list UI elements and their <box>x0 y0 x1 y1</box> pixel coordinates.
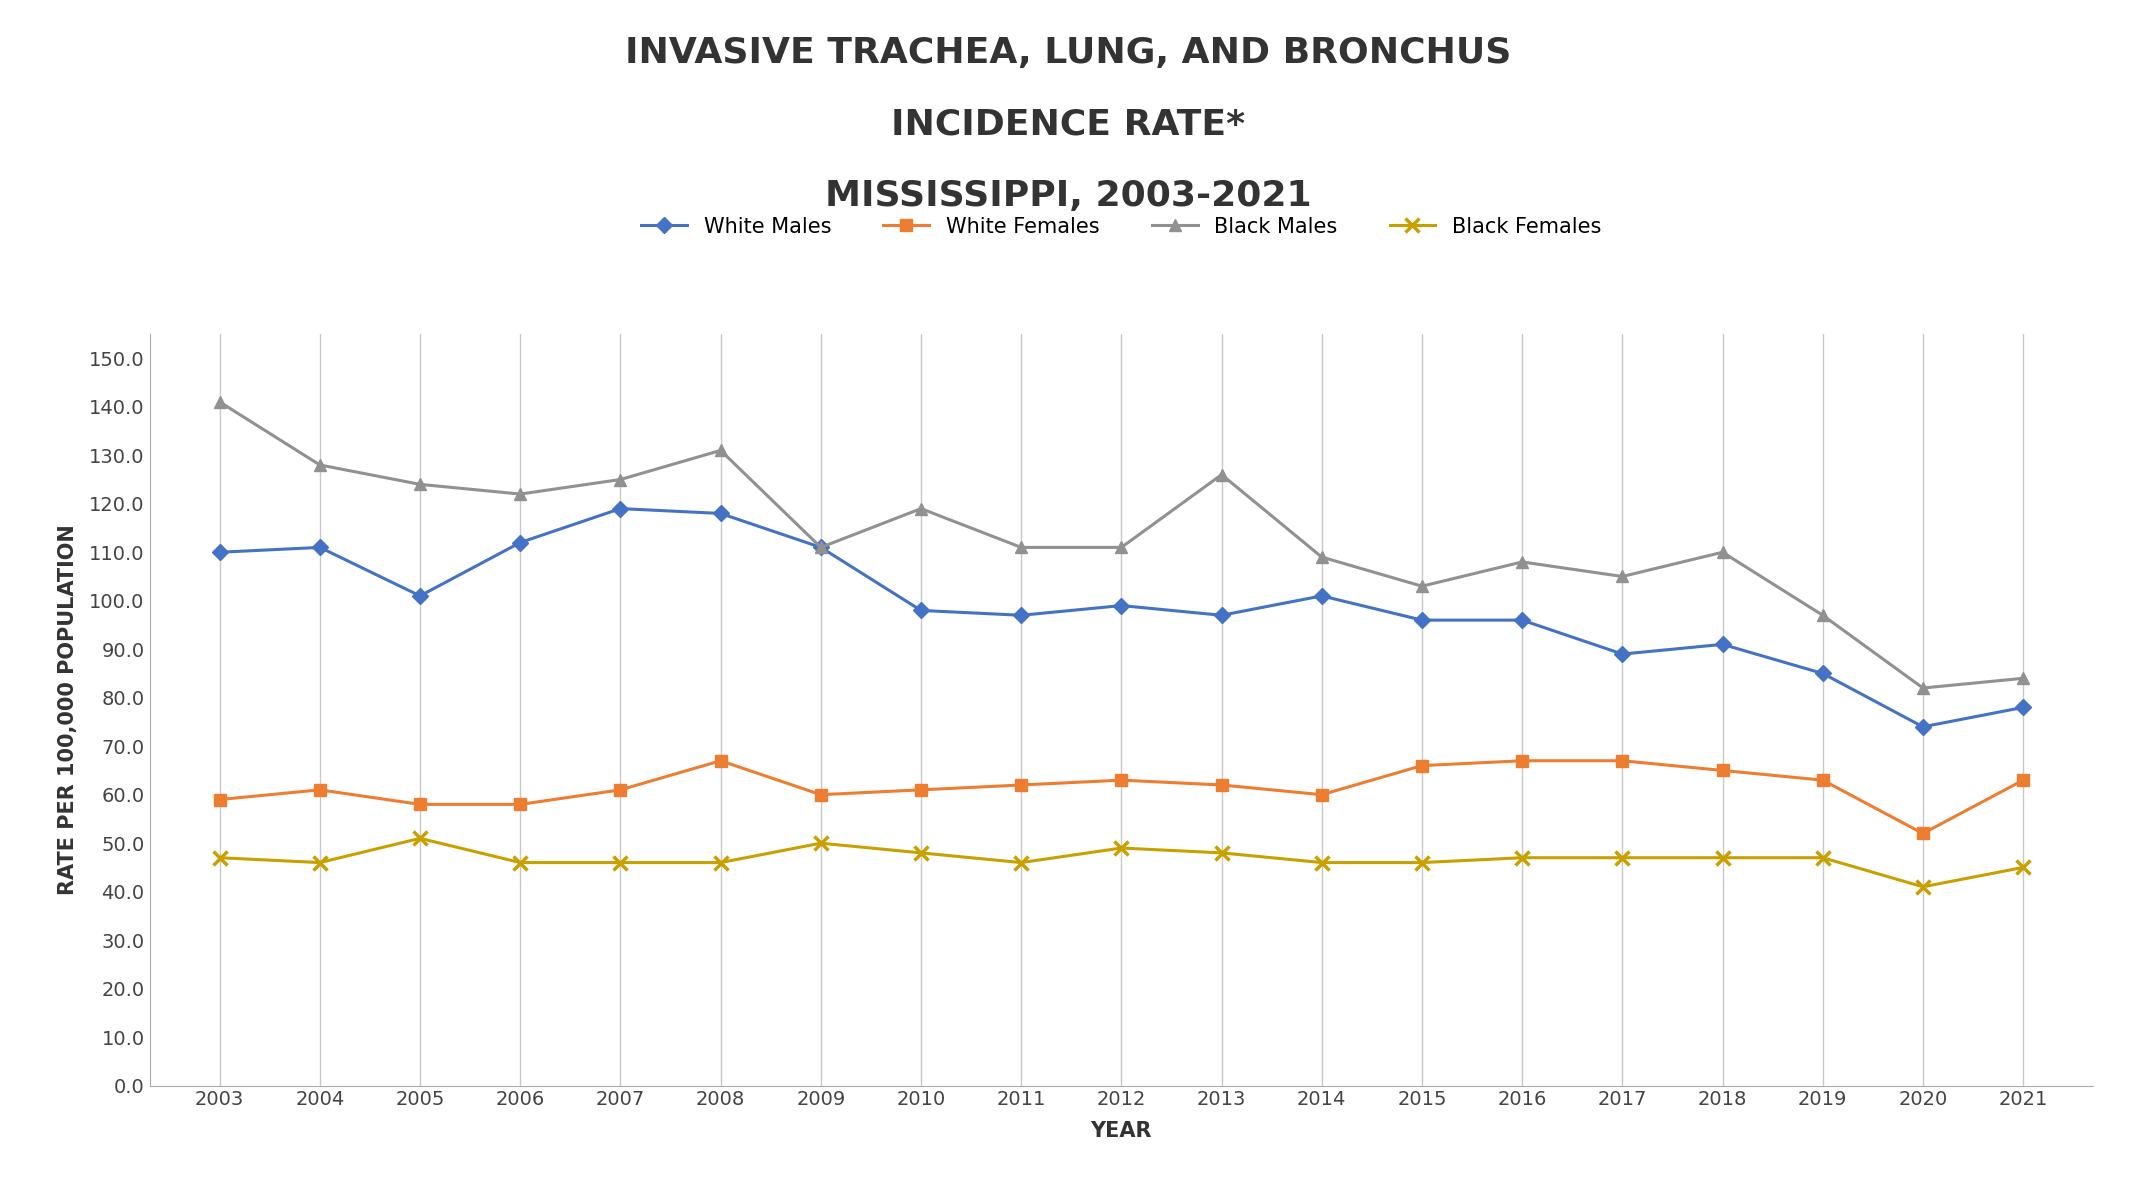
Black Males <box>1309 550 1335 564</box>
Text: MISSISSIPPI, 2003-2021: MISSISSIPPI, 2003-2021 <box>824 179 1312 212</box>
White Females <box>1611 754 1636 768</box>
X-axis label: YEAR: YEAR <box>1091 1120 1151 1141</box>
White Males <box>1410 613 1435 628</box>
Black Males <box>1809 608 1835 623</box>
White Males <box>508 536 534 550</box>
Legend: White Males, White Females, Black Males, Black Females: White Males, White Females, Black Males,… <box>641 217 1602 237</box>
White Males <box>1910 719 1935 734</box>
Black Males <box>1611 569 1636 583</box>
White Males <box>607 501 632 515</box>
Black Males <box>308 458 333 472</box>
White Females <box>1410 759 1435 773</box>
Text: INCIDENCE RATE*: INCIDENCE RATE* <box>891 107 1245 141</box>
Black Females <box>308 855 333 870</box>
Black Females <box>1910 879 1935 894</box>
White Females <box>807 787 833 802</box>
Black Males <box>1209 468 1235 482</box>
Black Males <box>1008 540 1034 555</box>
Line: Black Males: Black Males <box>214 396 2029 693</box>
White Females <box>1910 827 1935 841</box>
Black Females <box>1309 855 1335 870</box>
White Females <box>1709 764 1734 778</box>
White Females <box>707 754 733 768</box>
White Females <box>1008 778 1034 792</box>
Black Females <box>908 846 933 860</box>
Black Females <box>1611 851 1636 865</box>
Black Females <box>1008 855 1034 870</box>
Y-axis label: RATE PER 100,000 POPULATION: RATE PER 100,000 POPULATION <box>58 525 77 895</box>
Black Females <box>1709 851 1734 865</box>
White Females <box>2010 773 2036 787</box>
White Males <box>1809 667 1835 681</box>
White Females <box>908 783 933 797</box>
White Females <box>1209 778 1235 792</box>
White Females <box>308 783 333 797</box>
Black Females <box>807 836 833 851</box>
Black Females <box>2010 860 2036 874</box>
Text: INVASIVE TRACHEA, LUNG, AND BRONCHUS: INVASIVE TRACHEA, LUNG, AND BRONCHUS <box>626 36 1510 69</box>
Black Males <box>408 477 434 492</box>
Black Males <box>508 487 534 501</box>
Line: Black Females: Black Females <box>214 832 2029 894</box>
White Males <box>1008 608 1034 623</box>
Black Females <box>1109 841 1134 855</box>
Black Males <box>207 395 233 409</box>
White Females <box>1510 754 1536 768</box>
White Females <box>1809 773 1835 787</box>
White Males <box>408 588 434 602</box>
Line: White Males: White Males <box>214 503 2029 733</box>
Line: White Females: White Females <box>214 755 2029 839</box>
Black Females <box>707 855 733 870</box>
Black Males <box>1410 579 1435 593</box>
White Males <box>1611 647 1636 661</box>
White Males <box>1209 608 1235 623</box>
Black Females <box>1209 846 1235 860</box>
White Males <box>2010 700 2036 715</box>
Black Males <box>1510 555 1536 569</box>
Black Females <box>1809 851 1835 865</box>
Black Females <box>607 855 632 870</box>
Black Females <box>1510 851 1536 865</box>
White Females <box>408 797 434 811</box>
White Females <box>1309 787 1335 802</box>
White Males <box>1510 613 1536 628</box>
Black Males <box>1709 545 1734 560</box>
Black Males <box>707 444 733 458</box>
White Males <box>807 540 833 555</box>
White Females <box>508 797 534 811</box>
Black Females <box>1410 855 1435 870</box>
White Males <box>308 540 333 555</box>
Black Males <box>1109 540 1134 555</box>
Black Females <box>408 832 434 846</box>
White Females <box>607 783 632 797</box>
Black Males <box>1910 681 1935 696</box>
Black Males <box>908 501 933 515</box>
White Females <box>207 792 233 806</box>
White Males <box>207 545 233 560</box>
White Males <box>707 506 733 520</box>
White Females <box>1109 773 1134 787</box>
Black Females <box>207 851 233 865</box>
White Males <box>1709 637 1734 651</box>
Black Males <box>2010 672 2036 686</box>
White Males <box>1109 599 1134 613</box>
White Males <box>1309 588 1335 602</box>
White Males <box>908 604 933 618</box>
Black Males <box>807 540 833 555</box>
Black Females <box>508 855 534 870</box>
Black Males <box>607 472 632 487</box>
